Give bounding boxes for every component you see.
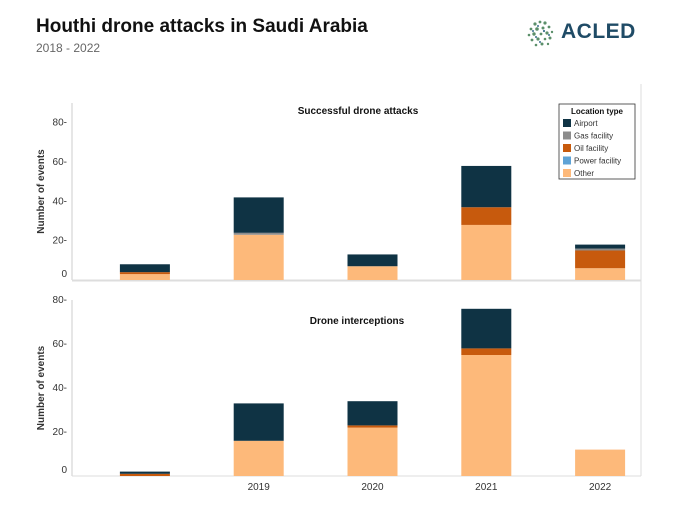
bar-segment-other bbox=[233, 234, 284, 280]
panel-title: Drone interceptions bbox=[310, 316, 405, 327]
bar-segment-other bbox=[461, 224, 512, 280]
legend-swatch-other bbox=[563, 169, 571, 177]
bar-segment-airport bbox=[461, 308, 512, 349]
legend-swatch-airport bbox=[563, 119, 571, 127]
acled-logo: ACLED bbox=[525, 18, 635, 50]
y-tick-label: 0 bbox=[61, 465, 67, 476]
panel-title: Successful drone attacks bbox=[298, 106, 419, 117]
y-tick-label: 60- bbox=[53, 339, 67, 350]
bar-segment-airport bbox=[461, 165, 512, 208]
bar-segment-other bbox=[233, 440, 284, 476]
bar-segment-gas-facility bbox=[575, 248, 626, 251]
bar-segment-oil-facility bbox=[461, 348, 512, 355]
x-tick-label: 2021 bbox=[475, 482, 498, 493]
bar-segment-oil-facility bbox=[119, 272, 170, 275]
bar-segment-airport bbox=[233, 197, 284, 233]
legend-label-gas-facility: Gas facility bbox=[574, 132, 613, 141]
y-tick-label: 60- bbox=[53, 157, 67, 168]
logo-text: ACLED bbox=[561, 20, 636, 43]
bar-segment-oil-facility bbox=[347, 425, 398, 428]
page-title: Houthi drone attacks in Saudi Arabia bbox=[36, 16, 368, 37]
bar-segment-other bbox=[575, 268, 626, 280]
bar-segment-oil-facility bbox=[461, 207, 512, 225]
y-axis-label: Number of events bbox=[36, 149, 47, 234]
bar-segment-airport bbox=[347, 401, 398, 426]
legend-label-oil-facility: Oil facility bbox=[574, 144, 608, 153]
bar-segment-airport bbox=[119, 264, 170, 273]
globe-icon bbox=[527, 20, 554, 47]
bar-segment-other bbox=[119, 274, 170, 280]
x-tick-label: 2019 bbox=[248, 482, 271, 493]
legend-label-airport: Airport bbox=[574, 119, 598, 128]
y-tick-label: 20- bbox=[53, 427, 67, 438]
y-tick-label: 0 bbox=[61, 269, 67, 280]
bar-segment-other bbox=[347, 266, 398, 280]
y-axis-label: Number of events bbox=[36, 345, 47, 430]
x-tick-label: 2020 bbox=[361, 482, 384, 493]
y-tick-label: 80- bbox=[53, 295, 67, 306]
bar-segment-other bbox=[575, 449, 626, 476]
bar-segment-airport bbox=[119, 471, 170, 474]
bar-segment-oil-facility bbox=[575, 250, 626, 269]
y-tick-label: 40- bbox=[53, 383, 67, 394]
legend-swatch-oil-facility bbox=[563, 144, 571, 152]
bar-segment-oil-facility bbox=[119, 473, 170, 476]
legend-box bbox=[558, 103, 636, 180]
bar-segment-gas-facility bbox=[233, 232, 284, 235]
bar-segment-airport bbox=[233, 403, 284, 441]
legend-swatch-gas-facility bbox=[563, 131, 571, 140]
y-tick-label: 40- bbox=[53, 196, 67, 207]
y-tick-label: 20- bbox=[53, 236, 67, 247]
page-subtitle: 2018 - 2022 bbox=[36, 41, 101, 55]
bar-segment-other bbox=[347, 427, 398, 476]
legend-title: Location type bbox=[571, 107, 624, 116]
y-tick-label: 80- bbox=[53, 118, 67, 129]
bar-segment-airport bbox=[575, 244, 626, 249]
bar-segment-other bbox=[461, 355, 512, 476]
legend-label-power-facility: Power facility bbox=[574, 157, 621, 166]
legend-swatch-power-facility bbox=[563, 156, 571, 165]
x-tick-label: 2022 bbox=[589, 482, 612, 493]
bar-segment-airport bbox=[347, 254, 398, 267]
legend-label-other: Other bbox=[574, 169, 594, 178]
